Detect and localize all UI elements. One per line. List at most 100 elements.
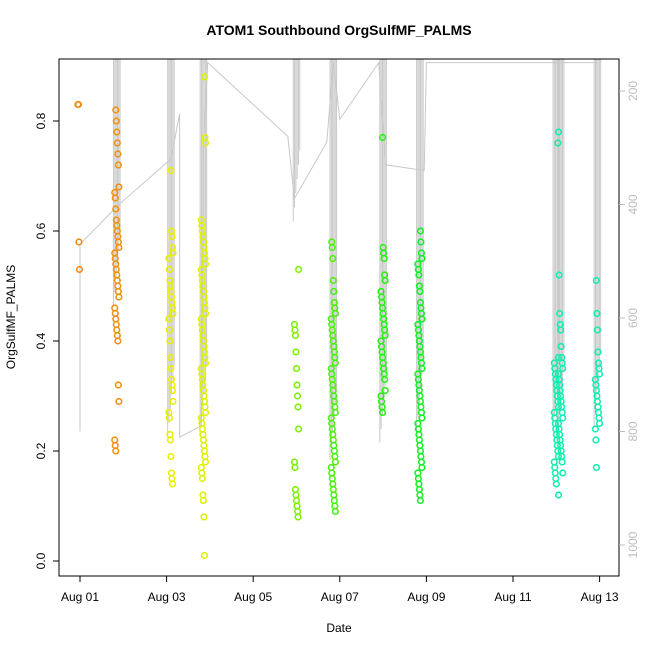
data-point (595, 419, 604, 428)
data-point (168, 480, 177, 488)
data-point (113, 139, 121, 147)
data-point (200, 73, 209, 81)
data-point (165, 254, 173, 263)
data-point (115, 243, 123, 252)
data-point (378, 133, 387, 142)
data-point (381, 276, 389, 285)
data-point (291, 463, 299, 472)
data-point (559, 414, 567, 422)
data-point (418, 463, 426, 472)
data-point (201, 458, 210, 466)
data-point (167, 166, 175, 175)
data-point (168, 232, 176, 241)
data-point (201, 260, 210, 268)
pressure-trace (79, 59, 602, 460)
data-point (416, 227, 425, 235)
y-tick-label: 0.8 (34, 112, 48, 129)
data-point (378, 408, 387, 417)
data-point (201, 309, 210, 318)
data-point (115, 293, 123, 301)
data-point (75, 265, 84, 274)
data-point (114, 337, 122, 345)
data-point (167, 452, 175, 461)
data-point (201, 139, 210, 147)
data-point (555, 309, 564, 318)
data-point (112, 106, 120, 114)
y-axis: 0.0 0.2 0.4 0.6 0.8 (34, 112, 59, 569)
data-point (112, 447, 120, 455)
right-tick-label: 400 (626, 194, 640, 214)
data-point (292, 348, 300, 356)
data-point (74, 100, 83, 109)
data-point (112, 117, 120, 125)
data-point (114, 150, 122, 158)
data-point (381, 331, 389, 340)
data-point (552, 480, 560, 488)
data-point (115, 397, 123, 406)
x-axis: Aug 01 Aug 03 Aug 05 Aug 07 Aug 09 Aug 11 Aug … (61, 576, 619, 604)
data-point (329, 276, 337, 285)
data-point (416, 287, 424, 296)
data-point (416, 496, 425, 505)
x-tick-label: Aug 05 (234, 590, 272, 604)
data-point (165, 326, 173, 334)
data-point (554, 353, 562, 362)
y-tick-label: 0.2 (34, 442, 48, 459)
data-point (592, 436, 600, 444)
data-point (167, 364, 175, 373)
data-point (331, 359, 339, 367)
data-point (557, 342, 565, 351)
data-point (113, 128, 121, 136)
y-axis-label: OrgSulfMF_PALMS (4, 265, 18, 369)
data-point (293, 381, 301, 389)
data-point (418, 315, 426, 323)
data-point (201, 359, 210, 367)
right-tick-label: 800 (626, 421, 640, 441)
data-point (380, 254, 388, 263)
data-point (417, 238, 425, 246)
y-tick-label: 0.6 (34, 222, 48, 239)
data-point (418, 414, 426, 422)
data-point (201, 408, 210, 417)
y-tick-label: 0.4 (34, 332, 48, 349)
data-point (198, 474, 206, 483)
x-axis-label: Date (326, 621, 352, 635)
data-point (200, 513, 208, 521)
data-point (559, 364, 567, 373)
data-point (294, 265, 303, 274)
data-point (331, 507, 339, 516)
data-point (111, 194, 119, 202)
data-point (381, 386, 389, 395)
data-point (594, 348, 602, 356)
data-point (559, 469, 567, 477)
right-tick-label: 600 (626, 308, 640, 328)
data-point (329, 254, 337, 263)
data-point (331, 458, 339, 466)
data-point (555, 271, 563, 279)
x-tick-label: Aug 11 (494, 590, 531, 604)
data-point (115, 183, 123, 191)
data-point (292, 364, 301, 373)
data-point (591, 425, 599, 433)
data-point (200, 551, 209, 560)
data-point (418, 254, 426, 263)
data-point (592, 276, 600, 285)
data-point (554, 491, 563, 499)
data-point (554, 452, 562, 461)
x-tick-label: Aug 13 (581, 590, 619, 604)
data-point (554, 128, 563, 136)
data-point (75, 238, 83, 246)
data-point (114, 381, 122, 389)
plot-frame (58, 58, 620, 577)
data-point (593, 309, 601, 318)
data-point (169, 249, 177, 257)
data-point (199, 496, 208, 505)
x-tick-label: Aug 03 (148, 590, 186, 604)
data-point (554, 403, 562, 411)
data-point (557, 326, 565, 334)
x-tick-label: Aug 07 (321, 590, 359, 604)
chart-title: ATOM1 Southbound OrgSulfMF_PALMS (206, 22, 471, 38)
data-point (554, 139, 562, 147)
data-point (294, 513, 302, 521)
data-point (592, 463, 600, 472)
